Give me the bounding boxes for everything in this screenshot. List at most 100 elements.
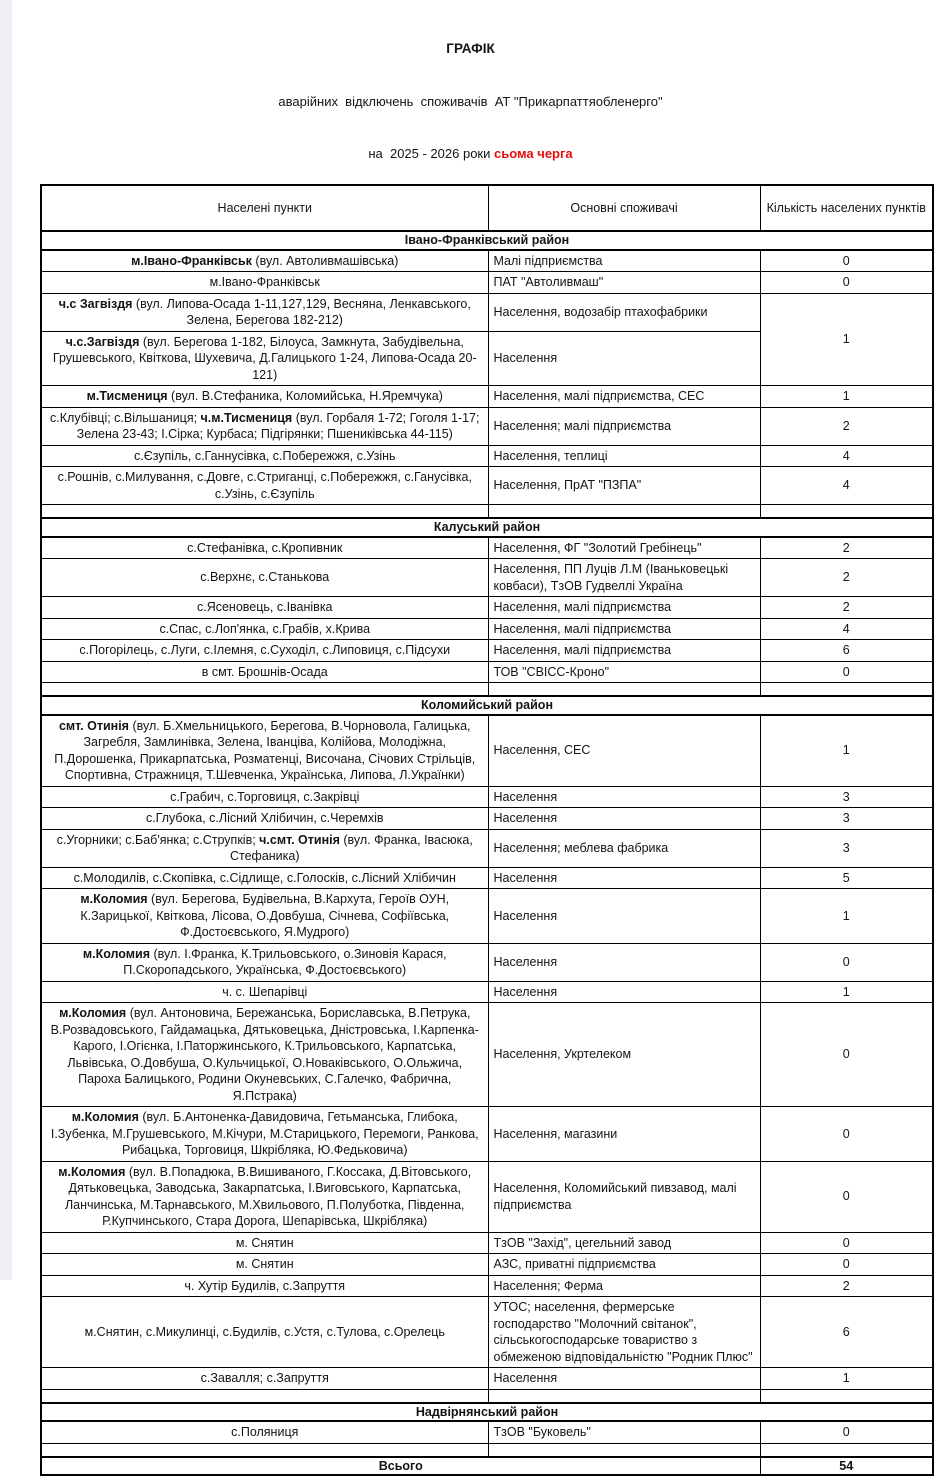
consumers-cell: Населення, Коломийський пивзавод, малі п…	[487, 1160, 761, 1233]
locality-text: ч. с. Шепарівці	[222, 984, 308, 999]
section-row: Коломийський район	[40, 695, 934, 716]
locality-text: (вул. Франка, Івасюка, Стефаника)	[229, 832, 473, 864]
locality-text: с.Ясеновець, с.Іванівка	[196, 600, 333, 614]
consumers-cell: УТОС; населення, фермерське господарство…	[487, 1296, 761, 1368]
total-value: 54	[759, 1455, 934, 1476]
locality-cell: ч.с.Загвіздя (вул. Берегова 1-182, Білоу…	[40, 330, 489, 386]
consumers-cell: Населення	[487, 888, 761, 944]
section-header: Івано-Франківський район	[40, 230, 934, 251]
table-row: в смт. Брошнів-Осада ТОВ "СВІСС-Кроно" 0	[40, 660, 934, 683]
locality-text: с.Грабич, с.Торговиця, с.Закрівці	[170, 789, 360, 804]
locality-cell: с.Ясеновець, с.Іванівка	[40, 596, 489, 619]
count-cell: 0	[759, 1002, 934, 1107]
locality-cell: м. Снятин	[40, 1253, 489, 1276]
section-row: Надвірнянський район	[40, 1401, 934, 1422]
table-row: ч. Хутір Будилів, с.Запруття Населення; Ф…	[40, 1274, 934, 1297]
locality-text: с.Молодилів, с.Скопівка, с.Сідлище, с.Го…	[73, 870, 456, 885]
consumers-cell: ПАТ "Автоливмаш"	[487, 271, 761, 294]
consumers-cell: Населення, ПрАТ "ПЗПА"	[487, 466, 761, 505]
header-localities: Населені пункти	[40, 184, 489, 232]
table-row: м. Снятин ТзОВ "Захід", цегельний завод 0	[40, 1231, 934, 1254]
consumers-cell: ТзОВ "Захід", цегельний завод	[487, 1231, 761, 1254]
locality-text: (вул. Липова-Осада 1-11,127,129, Весняна…	[132, 296, 471, 328]
locality-cell: м.Тисмениця (вул. В.Стефаника, Коломийсь…	[40, 385, 489, 408]
locality-name-bold: м.Коломия	[59, 1006, 127, 1020]
count-cell: 3	[759, 785, 934, 808]
count-cell: 2	[759, 536, 934, 559]
table-row: с.Угорники; с.Баб'янка; с.Струпків; ч.см…	[40, 828, 934, 868]
empty-row	[40, 682, 934, 697]
count-cell: 0	[759, 249, 934, 272]
empty-cell	[759, 682, 934, 697]
locality-text: с.Поляниця	[231, 1425, 299, 1439]
empty-cell	[759, 1442, 934, 1457]
count-cell: 2	[759, 596, 934, 619]
table-row: м.Івано-Франківськ ПАТ "Автоливмаш" 0	[40, 271, 934, 294]
table-row: с.Поляниця ТзОВ "Буковель" 0	[40, 1420, 934, 1444]
count-cell: 1	[759, 888, 934, 944]
locality-cell: м.Івано-Франківськ	[40, 271, 489, 294]
locality-cell: м.Коломия (вул. Б.Антоненка-Давидовича, …	[40, 1106, 489, 1162]
count-cell: 0	[759, 660, 934, 683]
count-cell: 0	[759, 1253, 934, 1276]
count-cell: 4	[759, 444, 934, 467]
scan-edge	[0, 0, 12, 1280]
count-cell: 3	[759, 828, 934, 868]
consumers-cell: Населення, водозабір птахофабрики	[487, 292, 761, 332]
locality-text: с.Спас, с.Лоп'янка, с.Грабів, х.Крива	[159, 621, 371, 636]
table-row: м.Снятин, с.Микулинці, с.Будилів, с.Устя…	[40, 1296, 934, 1368]
table-row: с.Спас, с.Лоп'янка, с.Грабів, х.Крива Нас…	[40, 617, 934, 640]
empty-row	[40, 1388, 934, 1403]
table-row: м.Коломия (вул. І.Франка, К.Трильовськог…	[40, 942, 934, 982]
table-row: с.Погорілець, с.Луги, с.Ілемня, с.Суході…	[40, 639, 934, 662]
locality-name-bold: м.Коломия	[58, 1164, 126, 1179]
locality-cell: смт. Отинія (вул. Б.Хмельницького, Берег…	[40, 714, 489, 787]
locality-text: м.Івано-Франківськ	[209, 275, 320, 289]
consumers-cell: Населення; меблева фабрика	[487, 828, 761, 868]
title-line3-prefix: на 2025 - 2026 роки	[368, 146, 494, 161]
consumers-cell: Населення, СЕС	[487, 714, 761, 787]
locality-text: (вул. Антоновича, Бережанська, Бориславс…	[50, 1006, 479, 1103]
table-row: с.Верхнє, с.Станькова Населення, ПП Луців…	[40, 558, 934, 597]
table-header-row: Населені пункти Основні споживачі Кількі…	[40, 184, 934, 232]
consumers-cell: Населення	[487, 1367, 761, 1390]
consumers-cell: Населення	[487, 785, 761, 808]
section-header: Надвірнянський район	[40, 1401, 934, 1422]
locality-text: м. Снятин	[235, 1235, 294, 1250]
count-cell: 1	[759, 714, 934, 787]
empty-cell	[759, 504, 934, 519]
locality-cell: с.Клубівці; с.Вільшаниця; ч.м.Тисмениця …	[40, 406, 489, 446]
locality-cell: м.Снятин, с.Микулинці, с.Будилів, с.Устя…	[40, 1296, 489, 1368]
locality-text: с.Клубівці; с.Вільшаниця;	[50, 410, 201, 425]
count-cell: 0	[759, 1420, 934, 1444]
consumers-cell: Малі підприємства	[487, 249, 761, 272]
table-row: ч.с.Загвіздя (вул. Берегова 1-182, Білоу…	[40, 330, 933, 386]
table-row: с.Рошнів, с.Милування, с.Довге, с.Стрига…	[40, 466, 934, 505]
table-row: с.Молодилів, с.Скопівка, с.Сідлище, с.Го…	[40, 866, 934, 889]
locality-text: м.Снятин, с.Микулинці, с.Будилів, с.Устя…	[84, 1324, 445, 1339]
locality-text: (вул. Берегова 1-182, Білоуса, Замкнута,…	[52, 334, 477, 382]
header-count: Кількість населених пунктів	[759, 184, 934, 232]
locality-text: (вул. В.Стефаника, Коломийська, Н.Яремчу…	[167, 389, 443, 403]
table-row: м. Снятин АЗС, приватні підприємства 0	[40, 1253, 934, 1276]
locality-name-bold: смт. Отинія	[58, 718, 129, 733]
count-cell: 1	[759, 385, 934, 408]
locality-text: с.Рошнів, с.Милування, с.Довге, с.Стрига…	[57, 470, 472, 501]
locality-text: (вул. Б.Хмельницького, Берегова, В.Чорно…	[54, 718, 476, 783]
table-row: с.Завалля; с.Запруття Населення 1	[40, 1367, 934, 1390]
count-cell: 2	[759, 406, 934, 446]
title-line2: аварійних відключень споживачів АТ "Прик…	[278, 93, 663, 109]
header-consumers: Основні споживачі	[487, 184, 761, 232]
locality-cell: с.Спас, с.Лоп'янка, с.Грабів, х.Крива	[40, 617, 489, 640]
locality-cell: ч. Хутір Будилів, с.Запруття	[40, 1274, 489, 1297]
table-row: с.Глубока, с.Лісний Хлібичин, с.Черемхів…	[40, 807, 934, 830]
locality-cell: с.Угорники; с.Баб'янка; с.Струпків; ч.см…	[40, 828, 489, 868]
locality-text: с.Єзупіль, с.Ганнусівка, с.Побережжя, с.…	[133, 448, 396, 463]
table-row: м.Коломия (вул. Б.Антоненка-Давидовича, …	[40, 1106, 934, 1162]
table-row: с.Стефанівка, с.Кропивник Населення, ФГ "…	[40, 536, 934, 559]
locality-name-bold: м.Коломия	[82, 946, 151, 961]
locality-cell: с.Погорілець, с.Луги, с.Ілемня, с.Суході…	[40, 639, 489, 662]
locality-text: (вул. В.Попадюка, В.Вишиваного, Г.Коссак…	[64, 1164, 472, 1229]
locality-text: (вул. І.Франка, К.Трильовського, о.Зинов…	[123, 946, 447, 978]
